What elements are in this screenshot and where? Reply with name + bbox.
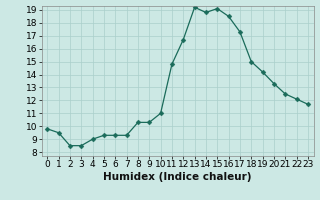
X-axis label: Humidex (Indice chaleur): Humidex (Indice chaleur) (103, 172, 252, 182)
